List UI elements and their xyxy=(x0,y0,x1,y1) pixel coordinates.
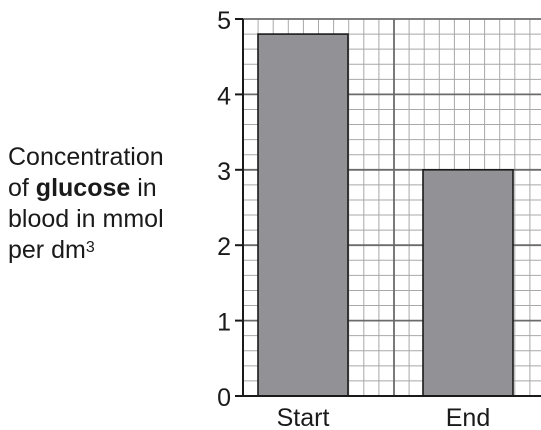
x-tick-label-start: Start xyxy=(277,404,330,430)
x-tick-label-end: End xyxy=(446,404,490,430)
y-label-in: in xyxy=(130,174,157,202)
y-label-per-dm: per dm xyxy=(8,236,86,264)
y-tick-label: 5 xyxy=(217,7,231,35)
y-label-line-3: blood in mmol xyxy=(8,205,164,233)
y-label-of: of xyxy=(8,174,36,202)
y-tick-label: 4 xyxy=(217,82,231,110)
y-label-line-2: of glucose in xyxy=(8,173,208,204)
y-label-line-1: Concentration xyxy=(8,143,164,171)
y-tick-label: 1 xyxy=(217,309,231,337)
y-label-line-4: per dm3 xyxy=(8,235,208,266)
y-tick-label: 3 xyxy=(217,158,231,186)
chart-labels: 0 1 2 3 4 5 Start End xyxy=(217,7,490,430)
y-label-superscript: 3 xyxy=(85,239,95,256)
y-tick-label: 0 xyxy=(217,384,231,412)
chart-bars xyxy=(257,33,514,397)
bar-end xyxy=(422,169,514,397)
y-tick-label: 2 xyxy=(217,233,231,261)
bar-start xyxy=(257,33,349,397)
y-axis-label: Concentration of glucose in blood in mmo… xyxy=(8,142,208,266)
chart-axes xyxy=(235,18,541,397)
y-label-glucose: glucose xyxy=(35,174,131,202)
